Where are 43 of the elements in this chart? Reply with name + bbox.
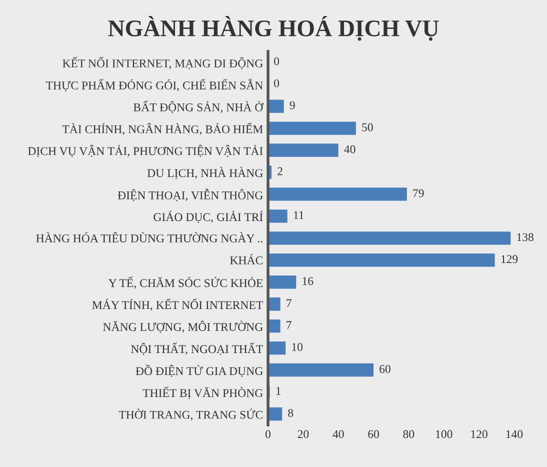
y-tick-label: THỜI TRANG, TRANG SỨC [118, 408, 263, 420]
y-tick-label: THIẾT BỊ VĂN PHÒNG [142, 386, 263, 399]
x-tick-label: 140 [506, 430, 523, 438]
y-tick-label: KẾT NỐI INTERNET, MẠNG DI ĐỘNG [62, 56, 263, 70]
data-label: 11 [294, 211, 304, 220]
y-tick-label: HÀNG HÓA TIÊU DÙNG THƯỜNG NGÀY .. [36, 232, 262, 242]
x-tick-label: 120 [471, 430, 488, 438]
x-tick-label: 40 [332, 430, 344, 438]
data-label: 1 [276, 387, 281, 395]
x-tick-label: 0 [266, 430, 271, 438]
y-tick-label: ĐIỆN THOẠI, VIỄN THÔNG [118, 188, 263, 202]
chart-title: NGÀNH HÀNG HOÁ DỊCH VỤ [108, 16, 439, 41]
y-tick-label: KHÁC [230, 254, 263, 264]
data-label: 16 [302, 277, 314, 286]
data-label: 0 [274, 79, 280, 88]
y-tick-label: ĐỒ ĐIỆN TỬ GIA DỤNG [136, 364, 263, 377]
y-tick-label: THỰC PHẨM ĐÓNG GÓI, CHẾ BIẾN SẴN [46, 78, 263, 92]
data-label: 7 [286, 299, 292, 307]
x-tick-label: 60 [368, 430, 379, 438]
y-tick-label: DỊCH VỤ VẬN TẢI, PHƯƠNG TIỆN VẬN TẢI [28, 144, 263, 157]
data-label: 50 [362, 123, 373, 132]
data-label: 129 [501, 255, 518, 264]
data-label: 7 [286, 321, 292, 329]
x-tick-label: 100 [436, 430, 452, 438]
y-tick-label: GIÁO DỤC, GIẢI TRÍ [154, 210, 263, 223]
x-tick-label: 20 [298, 430, 309, 438]
y-tick-label: BẤT ĐỘNG SẢN, NHÀ Ở [134, 100, 264, 114]
data-label: 9 [290, 101, 295, 110]
y-tick-label: NĂNG LƯỢNG, MÔI TRƯỜNG [103, 320, 263, 333]
data-label: 138 [517, 233, 534, 242]
y-tick-label: MÁY TÍNH, KẾT NỐI INTERNET [92, 298, 263, 311]
data-label: 2 [278, 167, 282, 176]
data-label: 0 [274, 57, 280, 66]
y-tick-label: Y TẾ, CHĂM SÓC SỨC KHỎE [108, 276, 263, 289]
data-label: 40 [344, 145, 356, 154]
y-tick-label: NỘI THẤT, NGOẠI THẤT [131, 342, 263, 355]
y-tick-label: TÀI CHÍNH, NGÂN HÀNG, BẢO HIỂM [62, 122, 263, 135]
data-label: 10 [292, 343, 303, 352]
x-tick-label: 80 [403, 430, 414, 438]
y-tick-label: DU LỊCH, NHÀ HÀNG [147, 166, 263, 179]
data-label: 60 [380, 365, 390, 373]
data-label: 8 [288, 408, 294, 417]
data-label: 79 [413, 189, 424, 198]
